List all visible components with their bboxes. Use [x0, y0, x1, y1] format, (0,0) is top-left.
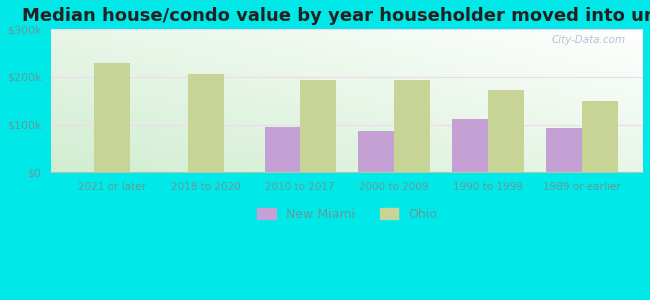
Bar — [94, 63, 130, 172]
Bar — [358, 131, 394, 172]
Bar — [546, 128, 582, 172]
Bar — [300, 80, 336, 172]
Bar — [488, 90, 524, 172]
Title: Median house/condo value by year householder moved into unit: Median house/condo value by year househo… — [23, 7, 650, 25]
Bar — [188, 74, 224, 172]
Legend: New Miami, Ohio: New Miami, Ohio — [252, 203, 443, 226]
Bar — [582, 101, 618, 172]
Text: City-Data.com: City-Data.com — [551, 35, 625, 45]
Bar — [394, 80, 430, 172]
Bar — [452, 119, 488, 172]
Bar — [265, 127, 300, 172]
